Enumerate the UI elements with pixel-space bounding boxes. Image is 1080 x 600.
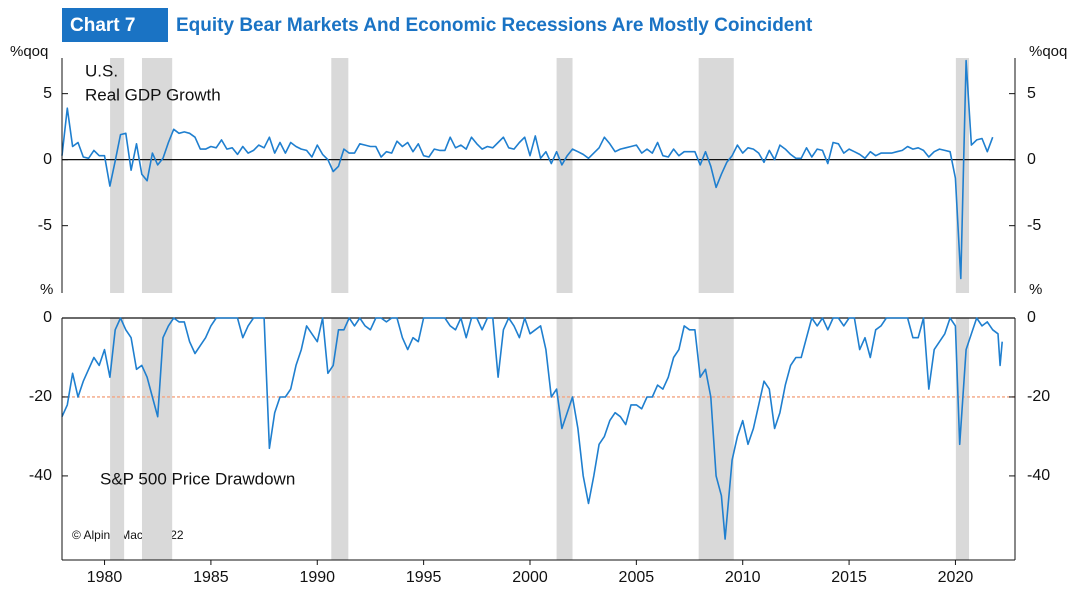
x-tick-label: 1985 (193, 569, 229, 586)
y2-unit: %qoq (1029, 43, 1067, 60)
y-tick-label: -20 (29, 388, 52, 405)
panel-annotation: U.S. (85, 61, 118, 80)
recession-shade (556, 318, 573, 560)
y2-tick-label: -5 (1027, 217, 1041, 234)
y-tick-label: -40 (29, 467, 52, 484)
recession-shade (141, 318, 173, 560)
x-tick-label: 2005 (619, 569, 655, 586)
y2-tick-label: 5 (1027, 85, 1036, 102)
recession-shade (331, 58, 349, 293)
y2-unit: % (1029, 281, 1042, 298)
x-tick-label: 2010 (725, 569, 761, 586)
recession-shade (955, 318, 970, 560)
y2-tick-label: 0 (1027, 151, 1036, 168)
recession-shade (955, 58, 970, 293)
chart-label-box (62, 8, 168, 42)
x-tick-label: 1995 (406, 569, 442, 586)
recession-shade (110, 58, 125, 293)
x-tick-label: 1980 (87, 569, 123, 586)
y-tick-label: 0 (43, 309, 52, 326)
recession-shade (110, 318, 125, 560)
y2-tick-label: -40 (1027, 467, 1050, 484)
recession-shade (141, 58, 173, 293)
x-tick-label: 2020 (938, 569, 974, 586)
recession-shade (698, 318, 734, 560)
x-tick-label: 2000 (512, 569, 548, 586)
data-line (61, 59, 994, 280)
y-unit: %qoq (10, 43, 48, 60)
y2-tick-label: -20 (1027, 388, 1050, 405)
y-tick-label: 0 (43, 151, 52, 168)
chart-title: Equity Bear Markets And Economic Recessi… (176, 15, 813, 36)
x-tick-label: 1990 (299, 569, 335, 586)
panel-annotation: S&P 500 Price Drawdown (100, 469, 295, 488)
y-tick-label: -5 (38, 217, 52, 234)
y-unit: % (40, 281, 53, 298)
recession-shade (331, 318, 349, 560)
y-tick-label: 5 (43, 85, 52, 102)
panel-annotation: Real GDP Growth (85, 85, 221, 104)
y2-tick-label: 0 (1027, 309, 1036, 326)
recession-shade (698, 58, 734, 293)
recession-shade (556, 58, 573, 293)
chart-label: Chart 7 (70, 15, 135, 36)
data-line (61, 317, 1003, 540)
x-tick-label: 2015 (831, 569, 867, 586)
